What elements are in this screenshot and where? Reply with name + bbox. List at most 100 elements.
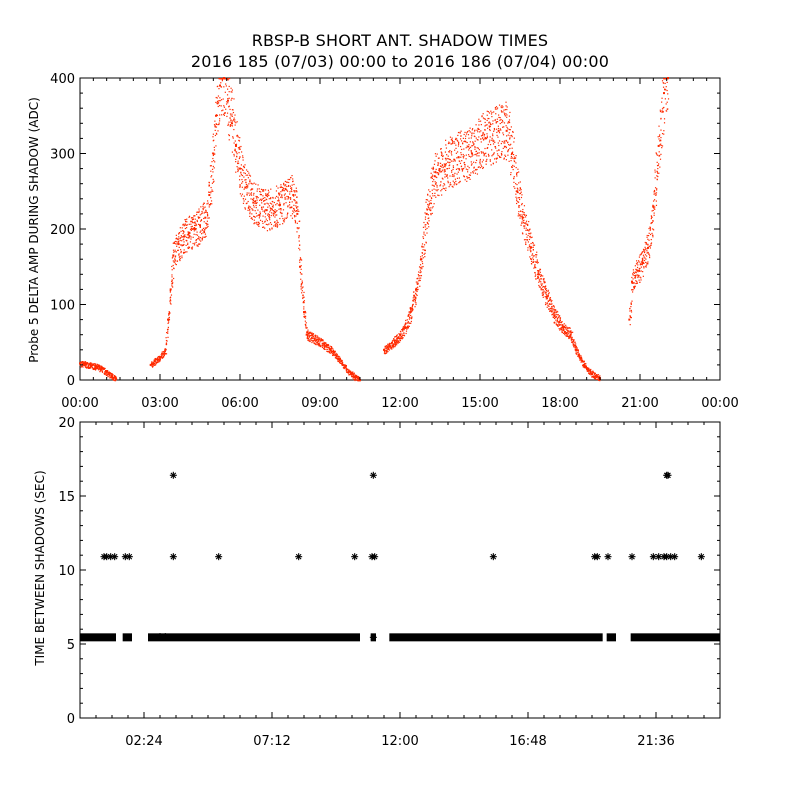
amp-point <box>113 375 116 377</box>
amp-point <box>250 192 253 194</box>
amp-point <box>285 198 287 200</box>
amp-point <box>543 290 545 292</box>
amp-point <box>564 331 566 333</box>
amp-point <box>431 189 433 191</box>
amp-point <box>205 222 207 224</box>
amp-point <box>165 348 167 351</box>
amp-point <box>661 145 664 147</box>
amp-point <box>486 114 488 116</box>
amp-point <box>539 280 541 282</box>
amp-point <box>217 101 219 103</box>
amp-point <box>188 237 190 239</box>
amp-point <box>353 372 355 374</box>
amp-point <box>637 264 639 266</box>
amp-point <box>265 194 267 197</box>
amp-point <box>350 373 352 375</box>
amp-point <box>177 249 179 251</box>
amp-point <box>172 254 175 257</box>
amp-point <box>241 168 243 170</box>
amp-point <box>432 180 434 183</box>
amp-point <box>562 332 565 334</box>
amp-point <box>315 344 317 346</box>
amp-point <box>175 243 177 245</box>
amp-point <box>227 98 229 100</box>
amp-point <box>535 261 537 263</box>
amp-point <box>160 356 162 358</box>
amp-point <box>551 305 553 308</box>
amp-point <box>246 192 248 194</box>
amp-point <box>115 375 117 378</box>
amp-point <box>410 309 412 311</box>
interval-point <box>604 553 612 561</box>
amp-point <box>339 357 341 359</box>
amp-point <box>468 174 471 176</box>
amp-point <box>209 204 211 206</box>
amp-point <box>316 339 318 341</box>
amp-point <box>499 156 501 158</box>
amp-point <box>172 282 174 284</box>
amp-point <box>178 241 180 243</box>
amp-point <box>177 238 179 241</box>
amp-point <box>501 126 504 128</box>
amp-point <box>441 177 443 179</box>
amp-point <box>493 140 495 142</box>
amp-point <box>165 353 168 355</box>
amp-point <box>201 210 203 213</box>
amp-point <box>152 364 154 366</box>
amp-point <box>167 326 169 329</box>
amp-point <box>540 278 543 280</box>
amp-point <box>532 261 534 264</box>
amp-point <box>660 143 662 145</box>
amp-point <box>214 161 216 163</box>
amp-point <box>643 266 645 268</box>
amp-point <box>113 379 115 381</box>
amp-point <box>586 369 588 371</box>
amp-point <box>191 246 194 248</box>
amp-point <box>654 169 656 171</box>
amp-point <box>291 201 293 203</box>
amp-point <box>412 300 414 302</box>
amp-point <box>545 298 547 300</box>
amp-point <box>477 128 479 130</box>
amp-point <box>234 140 236 142</box>
amp-point <box>570 331 572 333</box>
amp-point <box>109 377 111 379</box>
amp-point <box>652 200 655 202</box>
amp-point <box>159 358 162 360</box>
amp-point <box>281 197 283 199</box>
amp-point <box>423 244 426 246</box>
amp-point <box>115 377 117 379</box>
amp-point <box>528 245 531 248</box>
amp-point <box>594 375 596 377</box>
amp-point <box>298 259 301 261</box>
amp-point <box>400 337 402 340</box>
amp-point <box>496 121 499 123</box>
amp-point <box>81 365 83 367</box>
amp-point <box>656 175 658 177</box>
amp-point <box>298 210 300 212</box>
amp-point <box>541 294 544 296</box>
amp-point <box>305 312 307 314</box>
amp-point <box>157 358 159 361</box>
amp-point <box>261 208 263 210</box>
amp-point <box>82 362 84 364</box>
amp-point <box>457 171 459 173</box>
amp-point <box>490 110 492 112</box>
amp-point <box>491 111 493 114</box>
amp-point <box>395 344 397 346</box>
amp-point <box>343 366 345 369</box>
amp-point <box>660 140 662 142</box>
amp-point <box>519 198 521 201</box>
amp-point <box>187 237 190 239</box>
amp-point <box>644 254 647 256</box>
amp-point <box>402 327 404 329</box>
amp-point <box>278 193 280 195</box>
amp-point <box>327 350 329 352</box>
amp-point <box>385 350 387 352</box>
amp-point <box>533 244 536 246</box>
amp-point <box>400 335 403 338</box>
amp-point <box>386 347 388 349</box>
amp-point <box>445 187 447 189</box>
amp-point <box>339 361 341 363</box>
amp-point <box>493 130 495 132</box>
